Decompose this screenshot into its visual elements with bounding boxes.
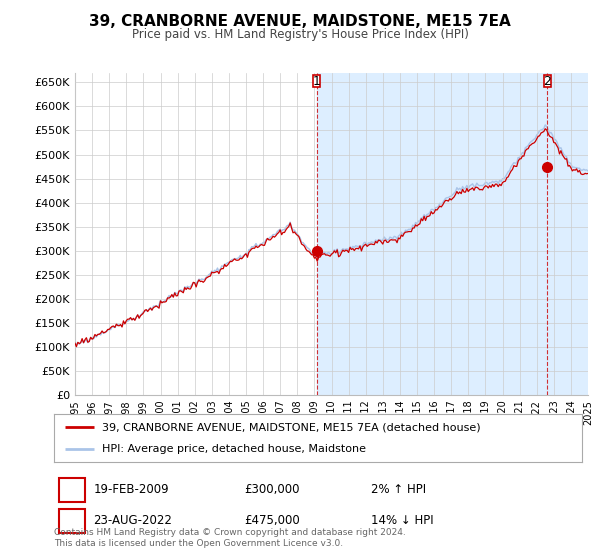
Bar	[59, 478, 85, 502]
Bar	[313, 75, 320, 87]
Text: 1: 1	[313, 74, 320, 88]
Text: 19-FEB-2009: 19-FEB-2009	[94, 483, 169, 497]
Text: 2% ↑ HPI: 2% ↑ HPI	[371, 483, 426, 497]
Text: Price paid vs. HM Land Registry's House Price Index (HPI): Price paid vs. HM Land Registry's House …	[131, 28, 469, 41]
Bar	[59, 508, 85, 533]
Text: 39, CRANBORNE AVENUE, MAIDSTONE, ME15 7EA: 39, CRANBORNE AVENUE, MAIDSTONE, ME15 7E…	[89, 14, 511, 29]
Text: 39, CRANBORNE AVENUE, MAIDSTONE, ME15 7EA (detached house): 39, CRANBORNE AVENUE, MAIDSTONE, ME15 7E…	[101, 422, 480, 432]
Text: HPI: Average price, detached house, Maidstone: HPI: Average price, detached house, Maid…	[101, 444, 365, 454]
Bar	[544, 75, 551, 87]
Text: 23-AUG-2022: 23-AUG-2022	[94, 514, 172, 528]
Text: Contains HM Land Registry data © Crown copyright and database right 2024.
This d: Contains HM Land Registry data © Crown c…	[54, 528, 406, 548]
Text: 2: 2	[68, 514, 76, 528]
Text: £300,000: £300,000	[244, 483, 299, 497]
Text: 2: 2	[544, 74, 551, 88]
Text: 14% ↓ HPI: 14% ↓ HPI	[371, 514, 433, 528]
Text: £475,000: £475,000	[244, 514, 300, 528]
Text: 1: 1	[68, 483, 76, 497]
Bar	[317, 73, 588, 395]
